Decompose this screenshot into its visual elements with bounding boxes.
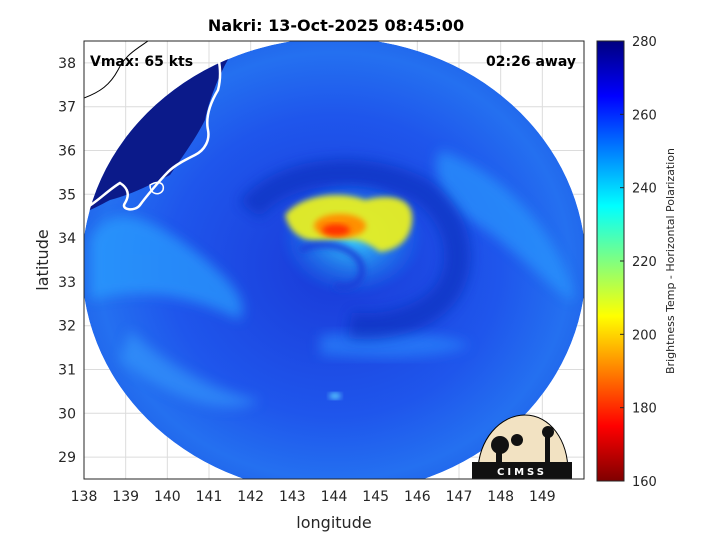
coastline-outside-swath <box>84 41 149 99</box>
lon-tick-label: 149 <box>529 489 556 505</box>
colorbar-gradient <box>596 40 625 482</box>
x-axis-label: longitude <box>296 513 371 532</box>
logo-text: CIMSS <box>497 467 547 478</box>
rainband-east <box>436 150 575 300</box>
time-away-annotation: 02:26 away <box>486 54 576 70</box>
logo-banner <box>472 462 572 479</box>
colorbar-tick-label: 200 <box>632 328 657 343</box>
cimss-logo: CIMSS <box>472 414 572 479</box>
lat-tick-label: 32 <box>58 319 76 335</box>
colorbar-tick-label: 280 <box>632 35 657 50</box>
lon-tick-label: 143 <box>279 489 306 505</box>
lat-tick-label: 34 <box>58 231 76 247</box>
lon-tick-label: 145 <box>362 489 389 505</box>
lon-tick-label: 141 <box>196 489 223 505</box>
y-axis-label: latitude <box>33 229 52 290</box>
lat-tick-label: 35 <box>58 187 76 203</box>
coastline <box>84 41 222 211</box>
lat-tick-label: 29 <box>58 450 76 466</box>
colorbar-tick-label: 240 <box>632 182 657 197</box>
rainband-west <box>90 216 243 320</box>
lon-tick-label: 138 <box>71 489 98 505</box>
vmax-annotation: Vmax: 65 kts <box>90 54 193 70</box>
lat-tick-label: 37 <box>58 100 76 116</box>
axes-frame <box>83 40 585 480</box>
rainband-southwest <box>120 330 260 408</box>
satellite-dish-icon <box>491 436 509 454</box>
colorbar-tick-label: 260 <box>632 108 657 123</box>
colorbar-ticks: 280 260 240 220 200 180 160 <box>620 35 657 490</box>
eye-convection-red <box>322 224 350 236</box>
colorbar-tick-label: 220 <box>632 255 657 270</box>
lon-tick-label: 147 <box>446 489 473 505</box>
eye-spiral <box>298 241 366 291</box>
lon-tick-label: 140 <box>154 489 181 505</box>
lon-tick-label: 146 <box>404 489 431 505</box>
colorbar-tick-label: 180 <box>632 402 657 417</box>
lat-tick-label: 36 <box>58 144 76 160</box>
lon-tick-label: 139 <box>112 489 139 505</box>
lon-tick-label: 142 <box>237 489 264 505</box>
chart-title: Nakri: 13-Oct-2025 08:45:00 <box>208 16 464 35</box>
lon-tick-label: 144 <box>321 489 348 505</box>
longitude-ticks: 138 139 140 141 142 143 144 145 146 147 148 149 <box>71 489 556 505</box>
lat-tick-label: 38 <box>58 56 76 72</box>
latitude-ticks: 29 30 31 32 33 34 35 36 37 38 <box>58 56 76 466</box>
satellite-swath <box>84 41 584 479</box>
colorbar-tick-label: 160 <box>632 475 657 490</box>
colorbar-label: Brightness Temp - Horizontal Polarizatio… <box>664 148 677 374</box>
isolated-convection <box>329 393 341 399</box>
lat-tick-label: 33 <box>58 275 76 291</box>
tower-icon <box>545 436 550 464</box>
lat-tick-label: 30 <box>58 406 76 422</box>
island-outline <box>149 181 165 195</box>
spiral-band-dark <box>239 159 471 340</box>
lat-tick-label: 31 <box>58 363 76 379</box>
lon-tick-label: 148 <box>487 489 514 505</box>
map-plot-area: CIMSS 138 139 140 141 142 143 144 145 146 147 148 1… <box>58 40 585 505</box>
colorbar: 280 260 240 220 200 180 160 Brightness Temp - … <box>596 35 677 490</box>
